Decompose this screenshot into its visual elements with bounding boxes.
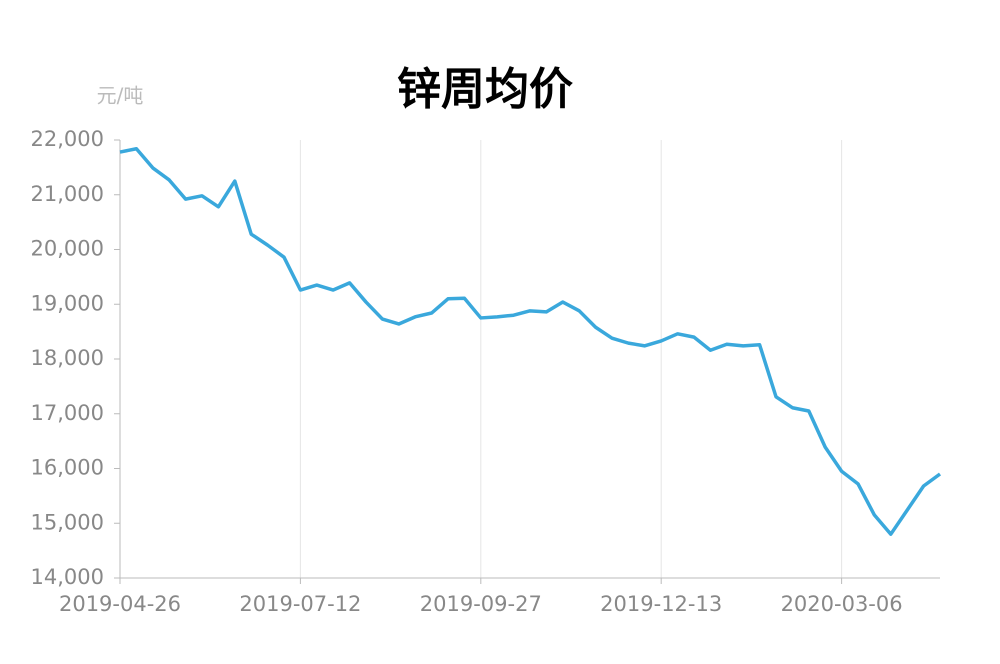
x-tick-label: 2020-03-06 [781,592,903,616]
y-tick-label: 20,000 [31,237,104,261]
y-tick-label: 18,000 [31,346,104,370]
x-tick-label: 2019-09-27 [420,592,542,616]
x-tick-label: 2019-04-26 [59,592,181,616]
chart-title: 锌周均价 [397,64,573,115]
y-tick-label: 14,000 [31,565,104,589]
y-tick-label: 22,000 [31,127,104,151]
y-unit-label: 元/吨 [97,84,144,108]
y-tick-label: 16,000 [31,456,104,480]
x-tick-label: 2019-07-12 [239,592,361,616]
y-tick-label: 17,000 [31,401,104,425]
line-series [119,147,942,536]
y-tick-label: 21,000 [31,182,104,206]
x-tick-label: 2019-12-13 [600,592,722,616]
y-tick-label: 15,000 [31,510,104,534]
y-tick-label: 19,000 [31,291,104,315]
